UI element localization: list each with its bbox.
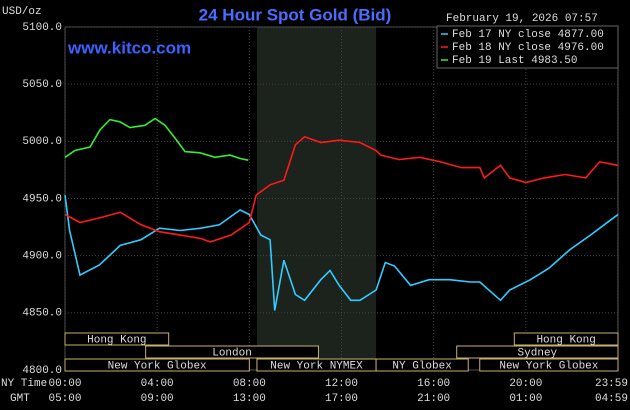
legend-entry: Feb 19 Last 4983.50 xyxy=(452,55,577,67)
session-label: Hong Kong xyxy=(536,334,595,346)
y-tick-label: 4900.0 xyxy=(22,251,62,263)
x2-tick-label: 05:00 xyxy=(48,393,81,405)
price-line xyxy=(64,117,249,161)
price-line xyxy=(64,194,619,311)
session-label: London xyxy=(212,347,252,359)
session-shade xyxy=(256,27,377,370)
session-bar xyxy=(64,332,170,346)
x2-tick-label: 04:59 xyxy=(595,393,628,405)
session-label: NY Globex xyxy=(392,360,452,372)
session-label: Hong Kong xyxy=(87,334,146,346)
session-bar xyxy=(513,332,619,346)
y-tick-label: 4800.0 xyxy=(22,365,62,377)
legend-entry: Feb 17 NY close 4877.00 xyxy=(452,29,604,41)
session-label: New York Globex xyxy=(499,360,598,372)
price-line xyxy=(64,135,619,243)
session-bar xyxy=(64,358,250,372)
watermark: www.kitco.com xyxy=(67,38,191,57)
y-tick-label: 4950.0 xyxy=(22,193,62,205)
x2-tick-label: 01:00 xyxy=(509,393,542,405)
x-tick-label: 12:00 xyxy=(325,378,358,390)
x2-axis-label: GMT xyxy=(10,393,30,405)
y-axis-label: USD/oz xyxy=(2,6,42,18)
x-tick-label: 00:00 xyxy=(48,378,81,390)
y-tick-label: 5100.0 xyxy=(22,22,62,34)
chart-title: 24 Hour Spot Gold (Bid) xyxy=(199,5,392,24)
session-bar xyxy=(456,345,619,359)
x2-tick-label: 13:00 xyxy=(233,393,266,405)
x2-tick-label: 09:00 xyxy=(141,393,174,405)
x-tick-label: 04:00 xyxy=(141,378,174,390)
y-tick-label: 5050.0 xyxy=(22,79,62,91)
session-label: New York Globex xyxy=(108,360,207,372)
y-tick-label: 4850.0 xyxy=(22,308,62,320)
legend-box xyxy=(436,25,619,69)
x-tick-label: 08:00 xyxy=(233,378,266,390)
session-bar xyxy=(375,358,469,372)
x-tick-label: 23:59 xyxy=(595,378,628,390)
session-label: New York NYMEX xyxy=(270,360,363,372)
y-tick-label: 5000.0 xyxy=(22,136,62,148)
x-tick-label: 16:00 xyxy=(417,378,450,390)
session-label: Sydney xyxy=(518,347,558,359)
x-tick-label: 20:00 xyxy=(509,378,542,390)
session-bar xyxy=(479,358,619,372)
x-axis-label: NY Time xyxy=(1,378,47,390)
legend-entry: Feb 18 NY close 4976.00 xyxy=(452,42,604,54)
x2-tick-label: 21:00 xyxy=(417,393,450,405)
x2-tick-label: 17:00 xyxy=(325,393,358,405)
session-bar xyxy=(145,345,319,359)
timestamp: February 19, 2026 07:57 xyxy=(446,13,598,25)
